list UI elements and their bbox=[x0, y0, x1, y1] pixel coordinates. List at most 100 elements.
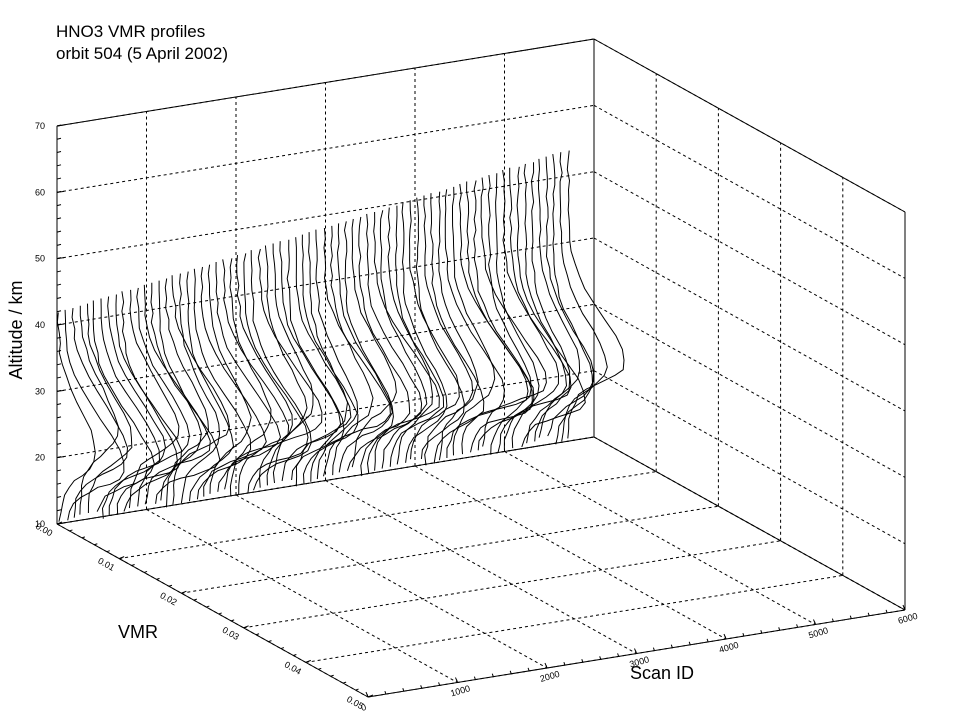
alt-minor-tick bbox=[56, 257, 62, 260]
vmr-profile-line bbox=[143, 284, 211, 505]
axis-frame-edge bbox=[56, 523, 369, 698]
side-wall-grid-line bbox=[593, 370, 906, 545]
axis-frame-edge bbox=[593, 436, 906, 611]
alt-minor-tick bbox=[56, 230, 62, 233]
floor-grid-line bbox=[414, 465, 727, 640]
vmr-profile-line bbox=[121, 291, 178, 512]
alt-tick-label: 50 bbox=[35, 254, 45, 264]
vmr-profile-line bbox=[315, 229, 359, 480]
vmr-profile-line bbox=[566, 150, 625, 439]
alt-minor-tick bbox=[56, 190, 62, 193]
grid-lines bbox=[56, 38, 906, 698]
scan-minor-tick bbox=[849, 615, 852, 619]
alt-minor-tick bbox=[56, 124, 62, 127]
scan-minor-tick bbox=[706, 638, 709, 643]
scan-minor-tick bbox=[509, 670, 512, 674]
vmr-minor-tick bbox=[255, 633, 260, 636]
vmr-profile-line bbox=[179, 273, 221, 504]
vmr-profile-line bbox=[444, 189, 505, 459]
vmr-minor-tick bbox=[168, 584, 173, 587]
scan-minor-tick bbox=[491, 673, 494, 677]
alt-minor-tick bbox=[56, 495, 62, 498]
vmr-profile-line bbox=[552, 154, 594, 445]
floor-grid-line bbox=[181, 505, 719, 594]
floor-grid-line bbox=[146, 509, 458, 683]
scan-minor-tick bbox=[473, 676, 476, 680]
vmr-profile-line bbox=[164, 278, 210, 508]
scan-minor-tick bbox=[545, 664, 548, 669]
scan-tick-label: 5000 bbox=[807, 625, 829, 640]
vmr-profile-line bbox=[264, 245, 308, 486]
vmr-profile-line bbox=[466, 181, 535, 453]
alt-tick-label: 70 bbox=[35, 121, 45, 131]
scan-minor-tick bbox=[402, 688, 405, 692]
vmr-profile-line bbox=[358, 216, 411, 477]
vmr-profile-line bbox=[395, 205, 433, 465]
axis-frame-edge bbox=[56, 436, 595, 525]
back-wall-grid-line bbox=[56, 370, 595, 459]
vmr-profile-line bbox=[308, 232, 349, 482]
vmr-minor-tick bbox=[193, 598, 197, 601]
scan-minor-tick bbox=[456, 679, 458, 683]
scan-minor-tick bbox=[652, 647, 655, 651]
scan-minor-tick bbox=[617, 653, 620, 657]
vmr-profile-line bbox=[107, 296, 166, 516]
vmr-profile-line bbox=[343, 221, 394, 471]
alt-tick-label: 60 bbox=[35, 187, 45, 197]
vmr-minor-tick bbox=[119, 557, 123, 560]
vmr-profile-line bbox=[279, 241, 342, 482]
vmr-profile-line bbox=[92, 300, 155, 512]
vmr-minor-tick bbox=[243, 626, 247, 629]
floor-grid-line bbox=[235, 494, 548, 669]
vmr-profile-line bbox=[480, 177, 547, 447]
vmr-profile-line bbox=[215, 261, 282, 492]
alt-minor-tick bbox=[56, 456, 62, 459]
vmr-minor-tick bbox=[231, 619, 235, 622]
vmr-minor-tick bbox=[280, 647, 285, 650]
alt-minor-tick bbox=[56, 350, 62, 353]
vmr-profile-line bbox=[236, 255, 293, 495]
scan-minor-tick bbox=[885, 609, 888, 614]
alt-minor-tick bbox=[56, 336, 62, 339]
vmr-profile-line bbox=[243, 253, 309, 494]
alt-minor-tick bbox=[56, 363, 62, 366]
side-wall-grid-line bbox=[593, 171, 906, 346]
alt-minor-tick bbox=[56, 442, 62, 445]
scan-minor-tick bbox=[581, 659, 584, 663]
vmr-minor-tick bbox=[94, 543, 98, 546]
vmr-profile-line bbox=[408, 200, 460, 460]
alt-tick-label: 30 bbox=[35, 386, 45, 396]
alt-minor-tick bbox=[56, 416, 62, 419]
vmr-profile-line bbox=[379, 210, 428, 469]
vmr-profile-line bbox=[295, 237, 352, 487]
alt-minor-tick bbox=[56, 137, 62, 140]
vmr-profile-line bbox=[128, 289, 180, 509]
x-axis-title: VMR bbox=[118, 622, 158, 642]
vmr-minor-tick bbox=[143, 570, 148, 573]
vmr-profile-line bbox=[430, 193, 485, 464]
vmr-profile-line bbox=[437, 191, 479, 461]
vmr-profile-line bbox=[64, 309, 125, 521]
vmr-profile-line bbox=[257, 248, 323, 488]
vmr-minor-tick bbox=[106, 550, 110, 553]
z-axis-title: Altitude / km bbox=[6, 280, 26, 379]
vmr-profile-line bbox=[207, 264, 252, 494]
alt-minor-tick bbox=[56, 389, 62, 392]
scan-tick-label: 6000 bbox=[897, 611, 919, 626]
vmr-minor-tick bbox=[305, 660, 309, 663]
alt-minor-tick bbox=[56, 270, 62, 273]
chart-subtitle: orbit 504 (5 April 2002) bbox=[56, 44, 228, 63]
vmr-profile-line bbox=[286, 239, 345, 481]
floor-grid-line bbox=[504, 451, 816, 625]
back-wall-grid-line bbox=[56, 104, 595, 193]
vmr-profile-line bbox=[473, 180, 533, 451]
vmr-minor-tick bbox=[81, 536, 86, 539]
alt-minor-tick bbox=[56, 429, 62, 432]
vmr-tick-label: 0.03 bbox=[221, 625, 241, 642]
vmr-minor-tick bbox=[367, 695, 372, 698]
alt-minor-tick bbox=[56, 469, 62, 472]
scan-tick-label: 2000 bbox=[539, 669, 561, 684]
vmr-profile-line bbox=[537, 158, 581, 438]
vmr-profile-line bbox=[301, 234, 359, 485]
